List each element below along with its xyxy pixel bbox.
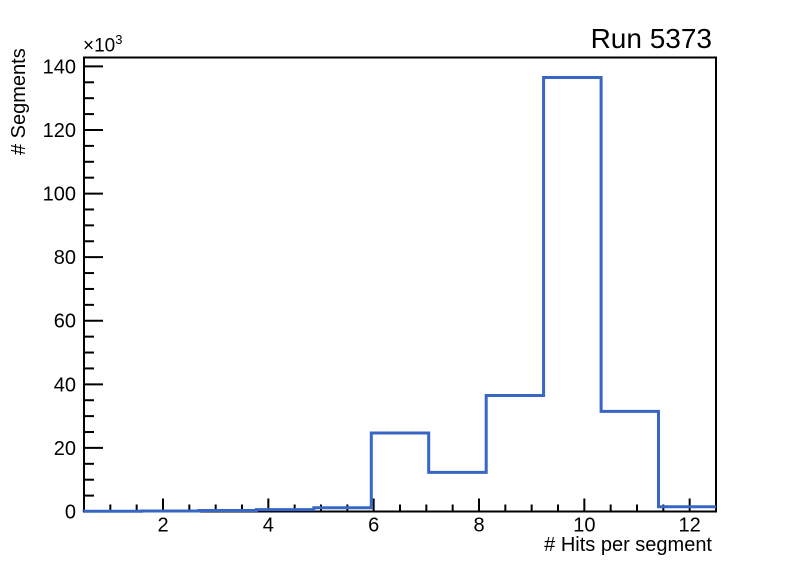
y-tick-label: 20 bbox=[54, 438, 76, 460]
y-tick-label: 120 bbox=[43, 120, 76, 142]
y-axis-multiplier-exponent: 3 bbox=[115, 32, 123, 47]
x-tick-label: 12 bbox=[679, 515, 701, 537]
y-tick-label: 100 bbox=[43, 184, 76, 206]
histogram-step-line bbox=[82, 76, 716, 513]
y-axis-multiplier-base: ×10 bbox=[83, 35, 116, 57]
x-axis-title: # Hits per segment bbox=[544, 534, 712, 556]
y-axis-multiplier: ×103 bbox=[83, 32, 122, 57]
y-tick-label: 140 bbox=[43, 56, 76, 78]
x-tick-label: 10 bbox=[573, 515, 595, 537]
y-tick-label: 0 bbox=[65, 502, 76, 524]
chart-title: Run 5373 bbox=[590, 23, 712, 54]
x-tick-label: 2 bbox=[157, 515, 168, 537]
plot-frame bbox=[83, 56, 717, 513]
x-tick-label: 8 bbox=[473, 515, 484, 537]
y-tick-label: 80 bbox=[54, 247, 76, 269]
x-tick-label: 6 bbox=[368, 515, 379, 537]
y-tick-label: 40 bbox=[54, 374, 76, 396]
x-tick-label: 4 bbox=[263, 515, 274, 537]
y-tick-label: 60 bbox=[54, 311, 76, 333]
